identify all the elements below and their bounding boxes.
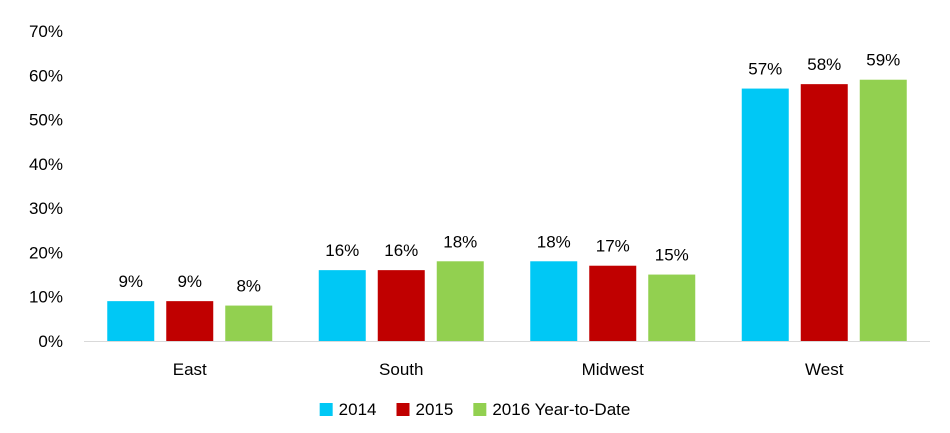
legend-swatch (396, 403, 410, 416)
legend-label: 2015 (416, 400, 454, 419)
data-label: 18% (537, 232, 571, 251)
bar (800, 84, 848, 342)
data-label: 17% (596, 237, 630, 256)
data-labels: 9% 9% 8% 16% 16% 18% 18% 17% 15% 57% 58% 59% (118, 51, 900, 296)
bar (107, 301, 155, 341)
y-axis: 0% 10% 20% 30% 40% 50% 60% 70% (29, 22, 63, 351)
data-label: 15% (655, 246, 689, 265)
y-tick-label: 20% (29, 243, 63, 262)
legend-swatch (319, 403, 333, 416)
data-label: 18% (443, 232, 477, 251)
data-label: 9% (118, 272, 143, 291)
bar (589, 265, 637, 341)
bar (859, 79, 907, 341)
y-tick-label: 30% (29, 199, 63, 218)
y-tick-label: 60% (29, 66, 63, 85)
bar (741, 88, 789, 341)
data-label: 16% (384, 241, 418, 260)
legend: 2014 2015 2016 Year-to-Date (319, 400, 630, 419)
y-tick-label: 70% (29, 22, 63, 41)
legend-label: 2016 Year-to-Date (492, 400, 630, 419)
data-label: 59% (866, 51, 900, 70)
bar (377, 270, 425, 341)
y-tick-label: 10% (29, 288, 63, 307)
data-label: 58% (807, 55, 841, 74)
y-tick-label: 40% (29, 155, 63, 174)
data-label: 8% (236, 277, 261, 296)
x-tick-label: East (173, 360, 207, 379)
bars (107, 79, 907, 342)
data-label: 57% (748, 60, 782, 79)
y-tick-label: 0% (38, 332, 63, 351)
bar (436, 261, 484, 341)
data-label: 9% (177, 272, 202, 291)
bar (225, 305, 273, 341)
data-label: 16% (325, 241, 359, 260)
y-tick-label: 50% (29, 111, 63, 130)
bar (166, 301, 214, 341)
x-axis: East South Midwest West (84, 341, 930, 379)
bar (318, 270, 366, 341)
x-tick-label: West (805, 360, 844, 379)
legend-label: 2014 (339, 400, 377, 419)
x-tick-label: Midwest (582, 360, 645, 379)
legend-swatch (473, 403, 487, 416)
bar (648, 274, 696, 341)
x-tick-label: South (379, 360, 423, 379)
bar (530, 261, 578, 341)
